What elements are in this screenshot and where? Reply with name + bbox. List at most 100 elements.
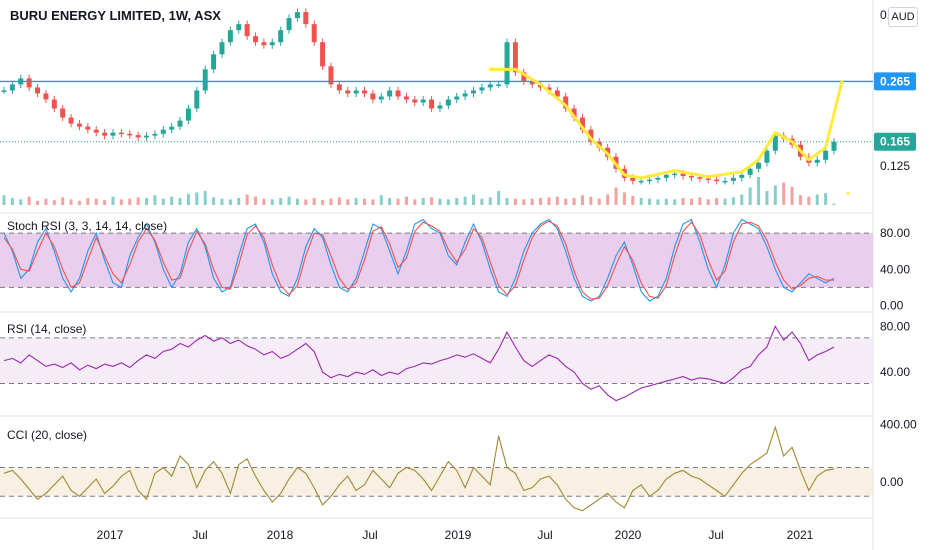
price-tick-label: 0.125 bbox=[880, 159, 910, 173]
candle-body bbox=[823, 150, 829, 160]
candle-body bbox=[739, 174, 745, 178]
candle-body bbox=[26, 78, 32, 88]
volume-bar bbox=[371, 199, 375, 205]
volume-bar bbox=[513, 198, 517, 205]
volume-bar bbox=[681, 198, 685, 205]
candle-body bbox=[303, 12, 309, 25]
candle-body bbox=[470, 90, 476, 94]
volume-bar bbox=[497, 191, 501, 205]
volume-bar bbox=[480, 198, 484, 205]
candle-body bbox=[714, 179, 720, 182]
rsi-tick-label: 40.00 bbox=[880, 365, 910, 379]
volume-bar bbox=[36, 200, 40, 205]
volume-bar bbox=[346, 199, 350, 205]
volume-bar bbox=[128, 198, 132, 205]
candle-body bbox=[135, 135, 141, 138]
rsi-band bbox=[0, 337, 873, 384]
x-tick-label: Jul bbox=[708, 528, 723, 542]
volume-bar bbox=[530, 198, 534, 205]
candle-body bbox=[454, 96, 460, 100]
volume-bar bbox=[790, 186, 794, 205]
candle-body bbox=[588, 129, 594, 142]
volume-bar bbox=[446, 199, 450, 205]
candle-body bbox=[571, 108, 577, 118]
price-badge-label: 0.165 bbox=[880, 135, 910, 149]
candle-body bbox=[160, 129, 166, 134]
candle-body bbox=[353, 90, 359, 94]
volume-bar bbox=[270, 199, 274, 205]
volume-bar bbox=[119, 199, 123, 205]
volume-bar bbox=[706, 199, 710, 205]
candle-body bbox=[403, 96, 409, 100]
volume-bar bbox=[606, 194, 610, 205]
volume-bar bbox=[220, 198, 224, 205]
candle-body bbox=[647, 179, 653, 182]
volume-bar bbox=[723, 198, 727, 205]
candle-body bbox=[437, 105, 443, 109]
x-tick-label: 2019 bbox=[445, 528, 472, 542]
volume-bar bbox=[195, 192, 199, 205]
stoch-tick-label: 40.00 bbox=[880, 262, 910, 276]
volume-bar bbox=[69, 199, 73, 205]
candle-body bbox=[286, 18, 292, 31]
volume-bar bbox=[505, 198, 509, 205]
volume-bar bbox=[782, 182, 786, 205]
stoch-tick-label: 80.00 bbox=[880, 226, 910, 240]
volume-bar bbox=[203, 191, 207, 205]
volume-bar bbox=[245, 194, 249, 205]
candle-body bbox=[496, 84, 502, 86]
candle-body bbox=[127, 133, 133, 136]
x-tick-label: Jul bbox=[537, 528, 552, 542]
volume-bar bbox=[438, 198, 442, 205]
volume-bar bbox=[815, 194, 819, 205]
price-badge bbox=[874, 72, 916, 91]
volume-bar bbox=[580, 195, 584, 205]
candle-body bbox=[278, 30, 284, 43]
volume-bar bbox=[2, 195, 6, 205]
candle-body bbox=[387, 90, 393, 97]
candle-body bbox=[688, 176, 694, 178]
cci-series-line bbox=[3, 425, 835, 512]
chart-title: BURU ENERGY LIMITED, 1W, ASX bbox=[10, 8, 221, 23]
candle-body bbox=[269, 42, 275, 46]
candle-body bbox=[487, 84, 493, 88]
volume-bar bbox=[136, 197, 140, 205]
volume-bar bbox=[773, 185, 777, 205]
candle-body bbox=[747, 168, 753, 175]
volume-bar bbox=[715, 198, 719, 205]
candle-body bbox=[579, 117, 585, 130]
volume-bar bbox=[287, 196, 291, 205]
currency-button[interactable]: AUD bbox=[888, 7, 918, 27]
candle-body bbox=[336, 84, 342, 91]
rsi-label: RSI (14, close) bbox=[7, 322, 87, 336]
volume-bar bbox=[589, 196, 593, 205]
volume-bar bbox=[111, 196, 115, 205]
candle-body bbox=[756, 162, 762, 169]
volume-bar bbox=[807, 196, 811, 205]
candle-body bbox=[152, 133, 158, 136]
price-badge-label: 0.265 bbox=[880, 74, 910, 88]
volume-bar bbox=[463, 196, 467, 205]
volume-bar bbox=[539, 198, 543, 205]
candle-body bbox=[395, 90, 401, 97]
volume-bar bbox=[61, 197, 65, 205]
volume-bar bbox=[77, 200, 81, 205]
candle-body bbox=[60, 108, 66, 118]
candle-body bbox=[194, 90, 200, 109]
cci-label: CCI (20, close) bbox=[7, 428, 88, 442]
cup-annotation bbox=[513, 67, 844, 180]
candle-body bbox=[177, 120, 183, 127]
candle-body bbox=[772, 135, 778, 151]
candle-body bbox=[814, 159, 820, 163]
candle-body bbox=[219, 42, 225, 55]
x-tick-label: 2020 bbox=[615, 528, 642, 542]
candle-body bbox=[294, 12, 300, 19]
candle-body bbox=[345, 90, 351, 94]
x-tick-label: Jul bbox=[362, 528, 377, 542]
volume-bar bbox=[698, 197, 702, 205]
volume-bar bbox=[757, 177, 761, 205]
volume-bar bbox=[656, 199, 660, 205]
candle-body bbox=[311, 24, 317, 43]
volume-bar bbox=[321, 200, 325, 205]
candle-body bbox=[705, 178, 711, 180]
